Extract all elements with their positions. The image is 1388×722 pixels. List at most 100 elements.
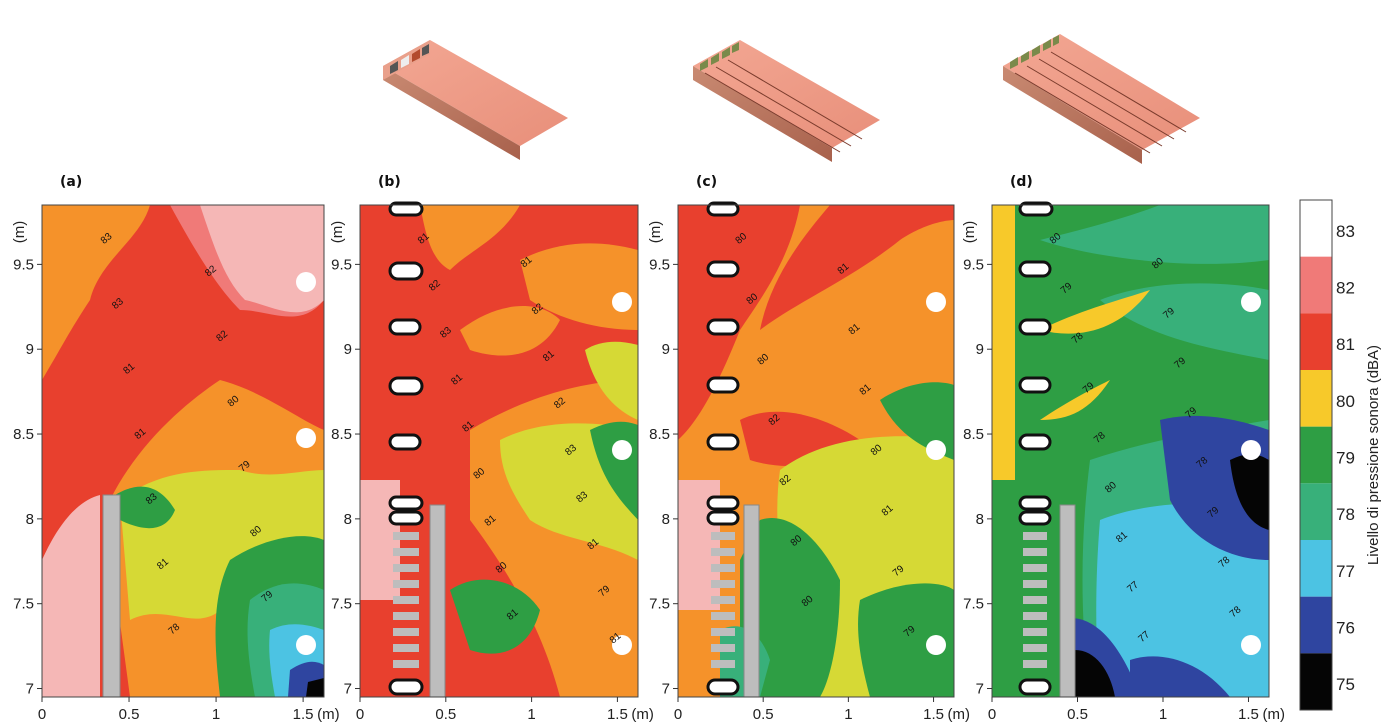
diffuser-ladder (1023, 532, 1047, 668)
panel-label: (a) (60, 174, 82, 190)
measurement-point (612, 635, 632, 655)
measurement-point (1241, 440, 1261, 460)
y-tick-label: 7.5 (649, 596, 670, 613)
measurement-point (926, 635, 946, 655)
x-axis-unit: (m) (948, 706, 971, 722)
colorbar-band (1300, 653, 1332, 710)
y-tick-label: 9.5 (13, 256, 34, 273)
colorbar-tick-label: 81 (1336, 335, 1355, 354)
y-tick-label: 9 (344, 341, 352, 358)
x-tick-label: 1.5 (607, 706, 628, 722)
x-axis-unit: (m) (317, 706, 340, 722)
partition-wall (1059, 504, 1076, 698)
x-tick-label: 0.5 (1067, 706, 1088, 722)
colorbar-tick-label: 82 (1336, 279, 1355, 298)
y-tick-label: 7 (662, 681, 670, 698)
y-tick-label: 9.5 (649, 256, 670, 273)
x-tick-label: 0 (38, 706, 46, 722)
x-tick-label: 0.5 (435, 706, 456, 722)
partition-wall (743, 504, 760, 698)
x-tick-label: 0.5 (753, 706, 774, 722)
x-tick-label: 1 (1159, 706, 1167, 722)
beam-illustration-d (1003, 34, 1200, 164)
colorbar-band (1300, 256, 1332, 314)
y-axis-unit: (m) (647, 221, 664, 244)
y-tick-label: 8.5 (13, 426, 34, 443)
colorbar-band (1300, 313, 1332, 370)
diffuser-ladder (711, 532, 735, 668)
y-tick-label: 8 (344, 511, 352, 528)
measurement-point (612, 292, 632, 312)
colorbar-band (1300, 426, 1332, 484)
x-axis-unit: (m) (1262, 706, 1285, 722)
y-tick-label: 9 (662, 341, 670, 358)
x-tick-label: 1.5 (1238, 706, 1259, 722)
colorbar-tick-label: 77 (1336, 562, 1355, 581)
y-tick-label: 8.5 (649, 426, 670, 443)
measurement-point (296, 635, 316, 655)
y-tick-label: 7 (26, 681, 34, 698)
y-tick-label: 7.5 (331, 596, 352, 613)
panel-label: (b) (378, 174, 401, 190)
x-tick-label: 0 (988, 706, 996, 722)
measurement-point (296, 272, 316, 292)
colorbar-band (1300, 596, 1332, 654)
x-tick-label: 0 (674, 706, 682, 722)
x-tick-label: 0 (356, 706, 364, 722)
colorbar-tick-label: 79 (1336, 449, 1355, 468)
colorbar-tick-label: 80 (1336, 392, 1355, 411)
x-tick-label: 0.5 (119, 706, 140, 722)
measurement-point (1241, 635, 1261, 655)
colorbar-tick-label: 78 (1336, 505, 1355, 524)
colorbar-tick-label: 75 (1336, 675, 1355, 694)
colorbar-tick-label: 83 (1336, 222, 1355, 241)
colorbar-band (1300, 540, 1332, 597)
measurement-point (612, 440, 632, 460)
y-tick-label: 8 (662, 511, 670, 528)
measurement-point (926, 440, 946, 460)
y-axis-unit: (m) (329, 221, 346, 244)
colorbar-band (1300, 483, 1332, 540)
x-tick-label: 1 (212, 706, 220, 722)
x-tick-label: 1 (844, 706, 852, 722)
y-tick-label: 8.5 (963, 426, 984, 443)
panel-label: (d) (1010, 174, 1033, 190)
y-tick-label: 9 (26, 341, 34, 358)
diffuser-array (1018, 201, 1054, 696)
measurement-point (926, 292, 946, 312)
panel-label: (c) (696, 174, 717, 190)
y-axis-unit: (m) (961, 221, 978, 244)
y-tick-label: 7 (976, 681, 984, 698)
y-tick-label: 7.5 (963, 596, 984, 613)
y-tick-label: 7 (344, 681, 352, 698)
panel-d (991, 201, 1270, 698)
y-tick-label: 9.5 (331, 256, 352, 273)
y-tick-label: 8.5 (331, 426, 352, 443)
y-tick-label: 7.5 (13, 596, 34, 613)
measurement-point (1241, 292, 1261, 312)
colorbar-title: Livello di pressione sonora (dBA) (1365, 345, 1382, 565)
beam-illustration-c (693, 40, 880, 162)
x-tick-label: 1 (527, 706, 535, 722)
partition-wall (429, 504, 446, 698)
y-axis-unit: (m) (11, 221, 28, 244)
panel-c (677, 201, 955, 698)
x-tick-label: 1.5 (923, 706, 944, 722)
y-tick-label: 8 (976, 511, 984, 528)
y-tick-label: 9 (976, 341, 984, 358)
colorbar-tick-label: 76 (1336, 619, 1355, 638)
beam-illustration-b (383, 40, 568, 160)
diffuser-ladder (393, 532, 419, 668)
diffuser-array (706, 201, 740, 696)
panel-b (359, 201, 639, 698)
x-tick-label: 1.5 (293, 706, 314, 722)
colorbar-frame (1299, 199, 1333, 711)
measurement-point (296, 428, 316, 448)
panel-a (41, 204, 325, 698)
y-tick-label: 8 (26, 511, 34, 528)
partition-wall (102, 494, 121, 698)
colorbar-band (1300, 370, 1332, 427)
y-tick-label: 9.5 (963, 256, 984, 273)
x-axis-unit: (m) (631, 706, 654, 722)
